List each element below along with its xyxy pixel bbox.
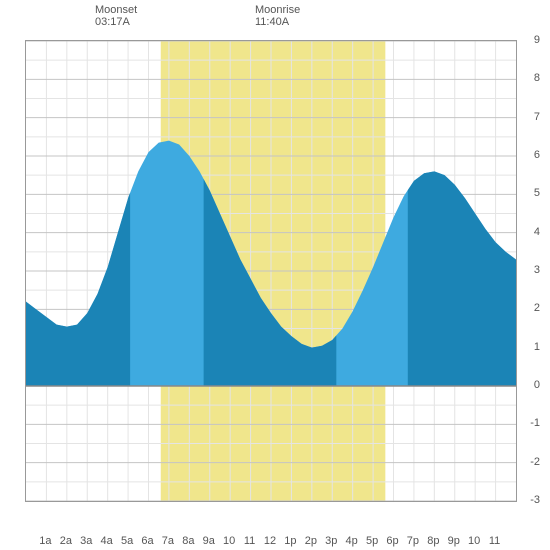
y-tick: -3 (530, 494, 540, 506)
y-tick: 4 (534, 226, 540, 238)
x-tick: 7p (407, 535, 419, 547)
x-tick: 3a (80, 535, 92, 547)
x-tick: 9p (448, 535, 460, 547)
x-tick: 8a (182, 535, 194, 547)
x-tick: 2p (305, 535, 317, 547)
y-tick: 0 (534, 379, 540, 391)
plot-area (25, 40, 517, 502)
x-tick: 2a (60, 535, 72, 547)
tide-chart: Moonset 03:17A Moonrise 11:40A -3-2-1012… (0, 0, 550, 550)
x-tick: 4p (346, 535, 358, 547)
x-tick: 5a (121, 535, 133, 547)
x-tick: 11 (489, 535, 500, 547)
y-tick: -1 (530, 417, 540, 429)
plot-svg (26, 41, 516, 501)
y-axis: -3-2-10123456789 (520, 40, 540, 500)
x-tick: 8p (427, 535, 439, 547)
x-tick: 3p (325, 535, 337, 547)
y-tick: 5 (534, 187, 540, 199)
y-tick: 9 (534, 34, 540, 46)
y-tick: 6 (534, 149, 540, 161)
x-tick: 5p (366, 535, 378, 547)
x-tick: 4a (101, 535, 113, 547)
y-tick: 7 (534, 111, 540, 123)
moonrise-label: Moonrise 11:40A (255, 4, 300, 28)
x-tick: 12 (264, 535, 276, 547)
x-tick: 9a (203, 535, 215, 547)
moonset-title: Moonset (95, 4, 137, 16)
moonset-label: Moonset 03:17A (95, 4, 137, 28)
moonrise-title: Moonrise (255, 4, 300, 16)
y-tick: 3 (534, 264, 540, 276)
x-tick: 1a (39, 535, 51, 547)
x-tick: 11 (244, 535, 255, 547)
x-tick: 10 (468, 535, 480, 547)
moonset-time: 03:17A (95, 16, 137, 28)
y-tick: 8 (534, 72, 540, 84)
x-tick: 7a (162, 535, 174, 547)
y-tick: -2 (530, 456, 540, 468)
moonrise-time: 11:40A (255, 16, 300, 28)
y-tick: 2 (534, 302, 540, 314)
x-tick: 6p (386, 535, 398, 547)
y-tick: 1 (534, 341, 540, 353)
x-tick: 1p (284, 535, 296, 547)
x-tick: 6a (141, 535, 153, 547)
x-tick: 10 (223, 535, 235, 547)
